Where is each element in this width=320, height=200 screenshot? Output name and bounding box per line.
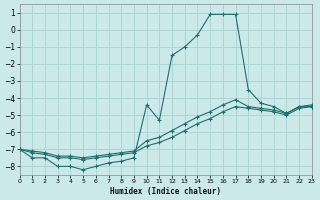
X-axis label: Humidex (Indice chaleur): Humidex (Indice chaleur) [110, 187, 221, 196]
